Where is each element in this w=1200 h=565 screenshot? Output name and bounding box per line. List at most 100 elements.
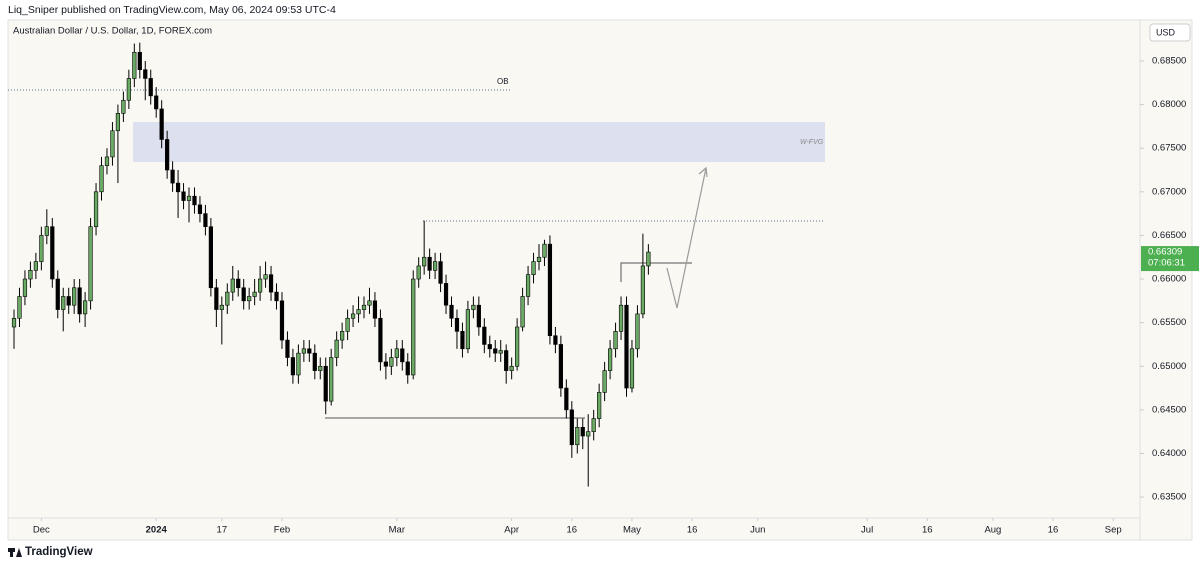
candle-body [531,261,536,275]
candle-body [438,261,443,284]
candle-body [400,348,405,363]
candle-body [586,431,591,437]
y-tick-label: 0.63500 [1152,492,1186,503]
logo-part [16,548,22,557]
candle-body [126,78,131,101]
candle-body [197,204,203,214]
x-tick-label: 17 [217,525,228,536]
candle-body [350,313,356,319]
y-tick-label: 0.64500 [1152,404,1186,415]
candle-body [389,357,394,367]
candle-body [22,278,28,297]
candle-body [558,344,563,389]
arrow-head [698,166,708,178]
candle-body [296,352,301,376]
candle-body [66,296,71,306]
candle-body [547,243,553,337]
candle-body [591,418,596,432]
candle-body [44,226,49,236]
candle-body [460,331,465,350]
candle-body [88,226,93,302]
candle-body [449,304,454,319]
candle-body [640,265,646,315]
candle-body [367,300,372,306]
candle-body [613,331,618,350]
logo-part [10,548,13,557]
candle-body [618,304,624,332]
x-tick-label: Apr [504,525,519,536]
candle-body [121,99,126,114]
y-tick-label: 0.66500 [1152,230,1186,241]
x-tick-label: 16 [567,525,578,536]
candle-body [607,348,613,371]
candle-body [132,51,137,79]
candle-body [104,156,110,166]
last-price: 0.66309 [1148,247,1182,258]
candle-body [520,296,525,328]
candle-body [515,326,520,367]
candle-body [504,350,509,371]
candle-body [580,426,585,437]
x-tick-label: Jun [750,525,765,536]
y-tick-label: 0.65500 [1152,317,1186,328]
candle-body [454,317,460,332]
x-tick-label: 16 [922,525,933,536]
candle-body [498,350,503,354]
candle-body [509,365,514,371]
candle-body [247,296,252,302]
candle-body [340,331,345,341]
candle-body [290,357,296,376]
candle-body [575,426,580,446]
candle-body [268,274,274,293]
candle-body [159,108,164,140]
chart-title: Australian Dollar / U.S. Dollar, 1D, FOR… [13,26,212,37]
candle-body [39,235,44,262]
candle-body [334,339,339,358]
x-tick-label: Mar [389,525,405,536]
candle-body [443,283,449,306]
candle-body [186,195,192,201]
candle-body [203,213,208,228]
candle-body [646,251,651,267]
candle-body [50,226,55,280]
candle-body [137,51,142,71]
y-tick-label: 0.67500 [1152,143,1186,154]
candle-body [192,195,197,206]
candle-body [148,78,153,97]
candle-body [378,317,383,363]
y-tick-label: 0.66000 [1152,274,1186,285]
candle-body [629,348,635,389]
candle-body [569,409,574,446]
candle-body [236,278,241,289]
candle-body [432,261,438,271]
fvg-label: W-FVG [800,139,824,146]
candle-body [110,130,115,158]
candle-body [214,287,219,310]
candle-body [93,191,99,228]
candle-body [383,361,388,367]
fvg-zone [133,122,825,162]
candle-body [11,317,17,328]
candle-body [170,169,175,184]
candle-body [361,304,367,310]
brand: TradingView [25,546,93,558]
candle-body [394,348,399,358]
y-tick-label: 0.68500 [1152,56,1186,67]
candle-body [465,309,471,350]
x-tick-label: 2024 [146,525,168,536]
countdown: 07:06:31 [1148,258,1185,269]
candle-body [318,365,323,371]
candles [11,42,651,487]
candle-body [143,69,148,79]
candle-body [422,256,427,267]
attribution: Liq_Sniper published on TradingView.com,… [8,4,336,16]
y-tick-label: 0.65000 [1152,361,1186,372]
candle-body [493,348,498,354]
candle-body [345,317,350,332]
candle-body [181,191,186,201]
candle-body [154,95,159,110]
break-line [620,262,692,282]
candle-body [476,304,481,328]
currency-button[interactable] [1149,23,1191,42]
candle-body [602,370,607,393]
